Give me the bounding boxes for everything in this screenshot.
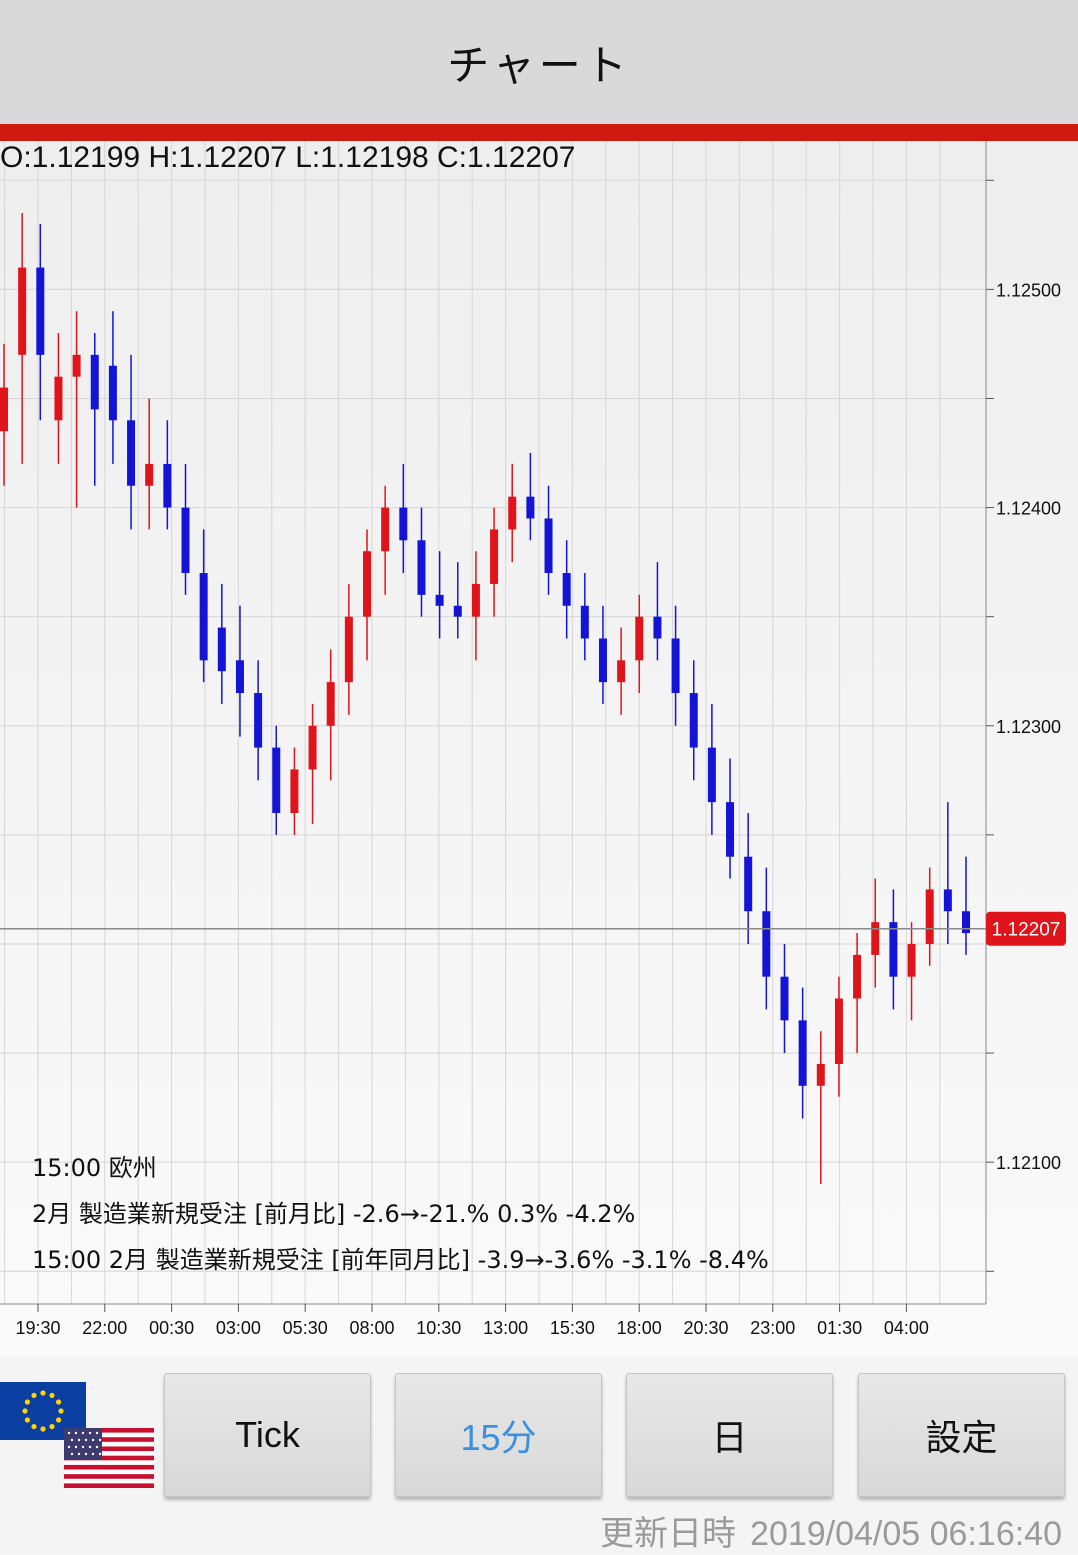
current-price-badge	[986, 911, 1066, 946]
candlestick-chart[interactable]: 1.12500 1.12400 1.12300 1.12100 19:30 22:00 00…	[0, 141, 1078, 1356]
candle-down	[562, 573, 571, 606]
event-mom: 2月 製造業新規受注 [前月比] -2.6→-21.% 0.3% -4.2%	[32, 1200, 636, 1228]
candle-down	[798, 1020, 807, 1086]
candle-up	[925, 889, 934, 944]
x-tick-label: 10:30	[416, 1318, 461, 1338]
candle-up	[871, 922, 880, 955]
timeframe-15min-button[interactable]: 15分	[395, 1373, 602, 1497]
settings-button[interactable]: 設定	[858, 1373, 1065, 1497]
y-tick-label: 1.12500	[996, 280, 1061, 300]
candle-down	[217, 627, 226, 672]
accent-bar	[0, 124, 1078, 141]
x-tick-label: 19:30	[15, 1318, 60, 1338]
candle-up	[508, 496, 517, 530]
chart-area[interactable]: 1.12500 1.12400 1.12300 1.12100 19:30 22:00 00…	[0, 141, 1078, 1356]
candle-up	[635, 616, 644, 661]
candle-up	[54, 376, 63, 421]
candle-down	[108, 365, 117, 421]
candle-down	[744, 856, 753, 912]
ohlc-readout: O:1.12199 H:1.12207 L:1.12198 C:1.12207	[0, 141, 576, 174]
daily-button[interactable]: 日	[626, 1373, 833, 1497]
candle-down	[417, 540, 426, 595]
x-tick-label: 18:00	[617, 1318, 662, 1338]
x-tick-label: 04:00	[884, 1318, 929, 1338]
candle-up	[326, 682, 335, 726]
candle-down	[199, 573, 208, 661]
x-tick-label: 01:30	[817, 1318, 862, 1338]
candle-up	[72, 354, 81, 377]
event-yoy: 15:00 2月 製造業新規受注 [前年同月比] -3.9→-3.6% -3.1…	[32, 1246, 769, 1274]
candle-down	[689, 693, 698, 748]
currency-pair-flags[interactable]	[0, 1382, 155, 1492]
candle-up	[290, 769, 299, 814]
candle-up	[0, 387, 8, 432]
candle-down	[653, 616, 662, 639]
candle-up	[145, 463, 154, 486]
candle-down	[435, 594, 444, 606]
candle-down	[598, 638, 607, 683]
candle-down	[707, 747, 716, 803]
event-region: 15:00 欧州	[32, 1154, 157, 1182]
candle-down	[526, 496, 535, 519]
candle-up	[490, 529, 499, 584]
candle-down	[962, 911, 970, 934]
candle-up	[907, 943, 916, 977]
candle-down	[726, 802, 735, 857]
page-title: チャート	[447, 40, 631, 90]
us-flag-icon	[64, 1428, 154, 1488]
x-tick-label: 15:30	[550, 1318, 595, 1338]
candle-down	[780, 976, 789, 1021]
candle-up	[18, 267, 27, 355]
tick-button[interactable]: Tick	[164, 1373, 371, 1497]
candle-down	[671, 638, 680, 694]
candle-up	[617, 660, 626, 683]
candle-down	[762, 911, 771, 977]
x-tick-label: 22:00	[82, 1318, 127, 1338]
candle-up	[308, 725, 317, 770]
candle-down	[127, 420, 136, 486]
candle-down	[943, 889, 952, 912]
candle-down	[181, 507, 190, 574]
candle-up	[344, 616, 353, 683]
candle-up	[363, 551, 372, 617]
last-updated: 更新日時 2019/04/05 06:16:40	[600, 1506, 1062, 1555]
candle-down	[163, 463, 172, 508]
y-tick-label: 1.12400	[996, 499, 1061, 519]
last-updated-value: 2019/04/05 06:16:40	[750, 1515, 1062, 1553]
last-updated-label: 更新日時	[600, 1514, 737, 1554]
x-tick-label: 23:00	[750, 1318, 795, 1338]
candle-down	[90, 354, 99, 410]
y-tick-label: 1.12300	[996, 717, 1061, 737]
candle-down	[399, 507, 408, 541]
x-tick-label: 03:00	[216, 1318, 261, 1338]
economic-events: 15:00 欧州 2月 製造業新規受注 [前月比] -2.6→-21.% 0.3…	[32, 1150, 769, 1288]
x-tick-label: 05:30	[283, 1318, 328, 1338]
candle-down	[544, 518, 553, 574]
x-tick-label: 00:30	[149, 1318, 194, 1338]
candle-down	[889, 922, 898, 977]
current-price-label: 1.12207	[992, 920, 1061, 941]
candle-down	[580, 605, 589, 639]
candle-up	[381, 507, 390, 552]
app-header: チャート	[0, 0, 1078, 124]
y-tick-label: 1.12100	[996, 1153, 1061, 1173]
candle-up	[834, 998, 843, 1064]
x-tick-label: 13:00	[483, 1318, 528, 1338]
x-tick-label: 20:30	[683, 1318, 728, 1338]
candle-down	[254, 693, 263, 748]
candle-down	[272, 747, 281, 814]
candle-down	[453, 605, 462, 617]
candle-down	[235, 660, 244, 694]
candle-up	[471, 583, 480, 617]
candle-up	[853, 954, 862, 999]
candle-down	[36, 267, 45, 355]
x-tick-label: 08:00	[349, 1318, 394, 1338]
candle-up	[816, 1063, 825, 1086]
